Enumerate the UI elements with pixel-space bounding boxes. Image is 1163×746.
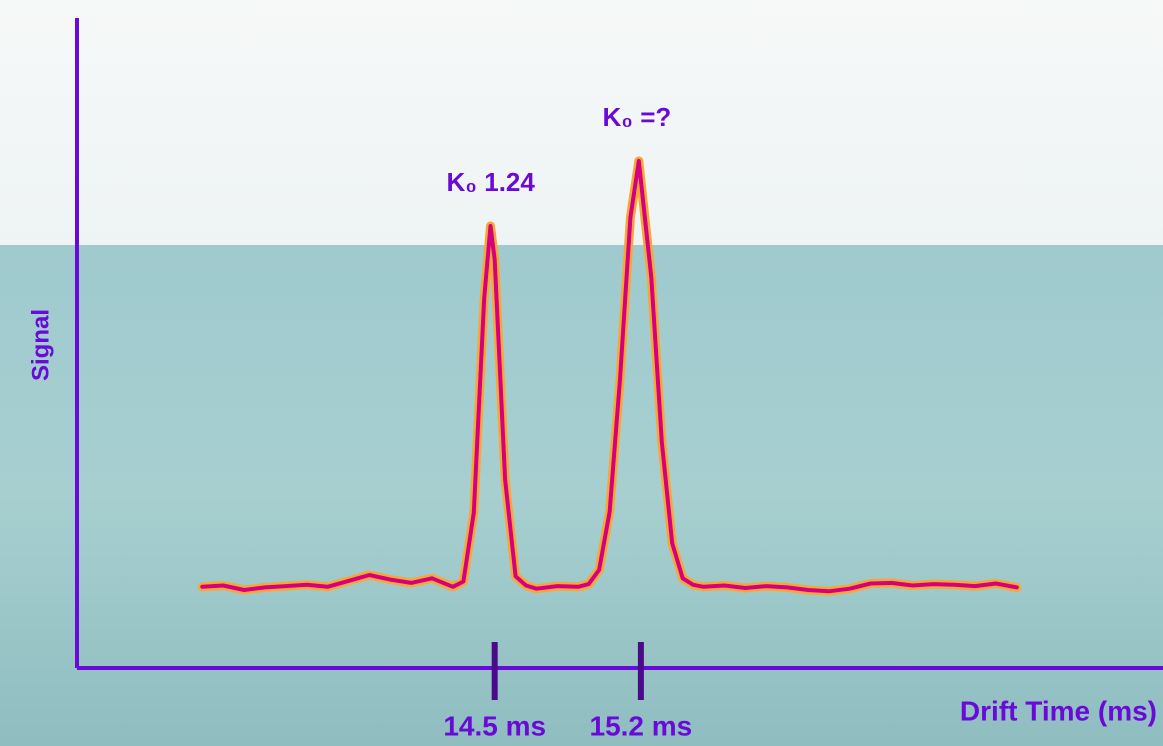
x-axis-label: Drift Time (ms)	[960, 695, 1157, 726]
sea-background	[0, 245, 1163, 746]
x-tick-label: 14.5 ms	[443, 710, 546, 741]
x-tick-label: 15.2 ms	[590, 710, 693, 741]
y-axis-label: Signal	[27, 309, 54, 381]
sky-background	[0, 0, 1163, 245]
chart: Signal Drift Time (ms) 14.5 ms 15.2 ms K₀ …	[0, 0, 1163, 746]
annotation: K₀ =?	[602, 102, 671, 132]
page: Signal Drift Time (ms) 14.5 ms 15.2 ms K₀ …	[0, 0, 1163, 746]
annotation: K₀ 1.24	[447, 167, 536, 197]
